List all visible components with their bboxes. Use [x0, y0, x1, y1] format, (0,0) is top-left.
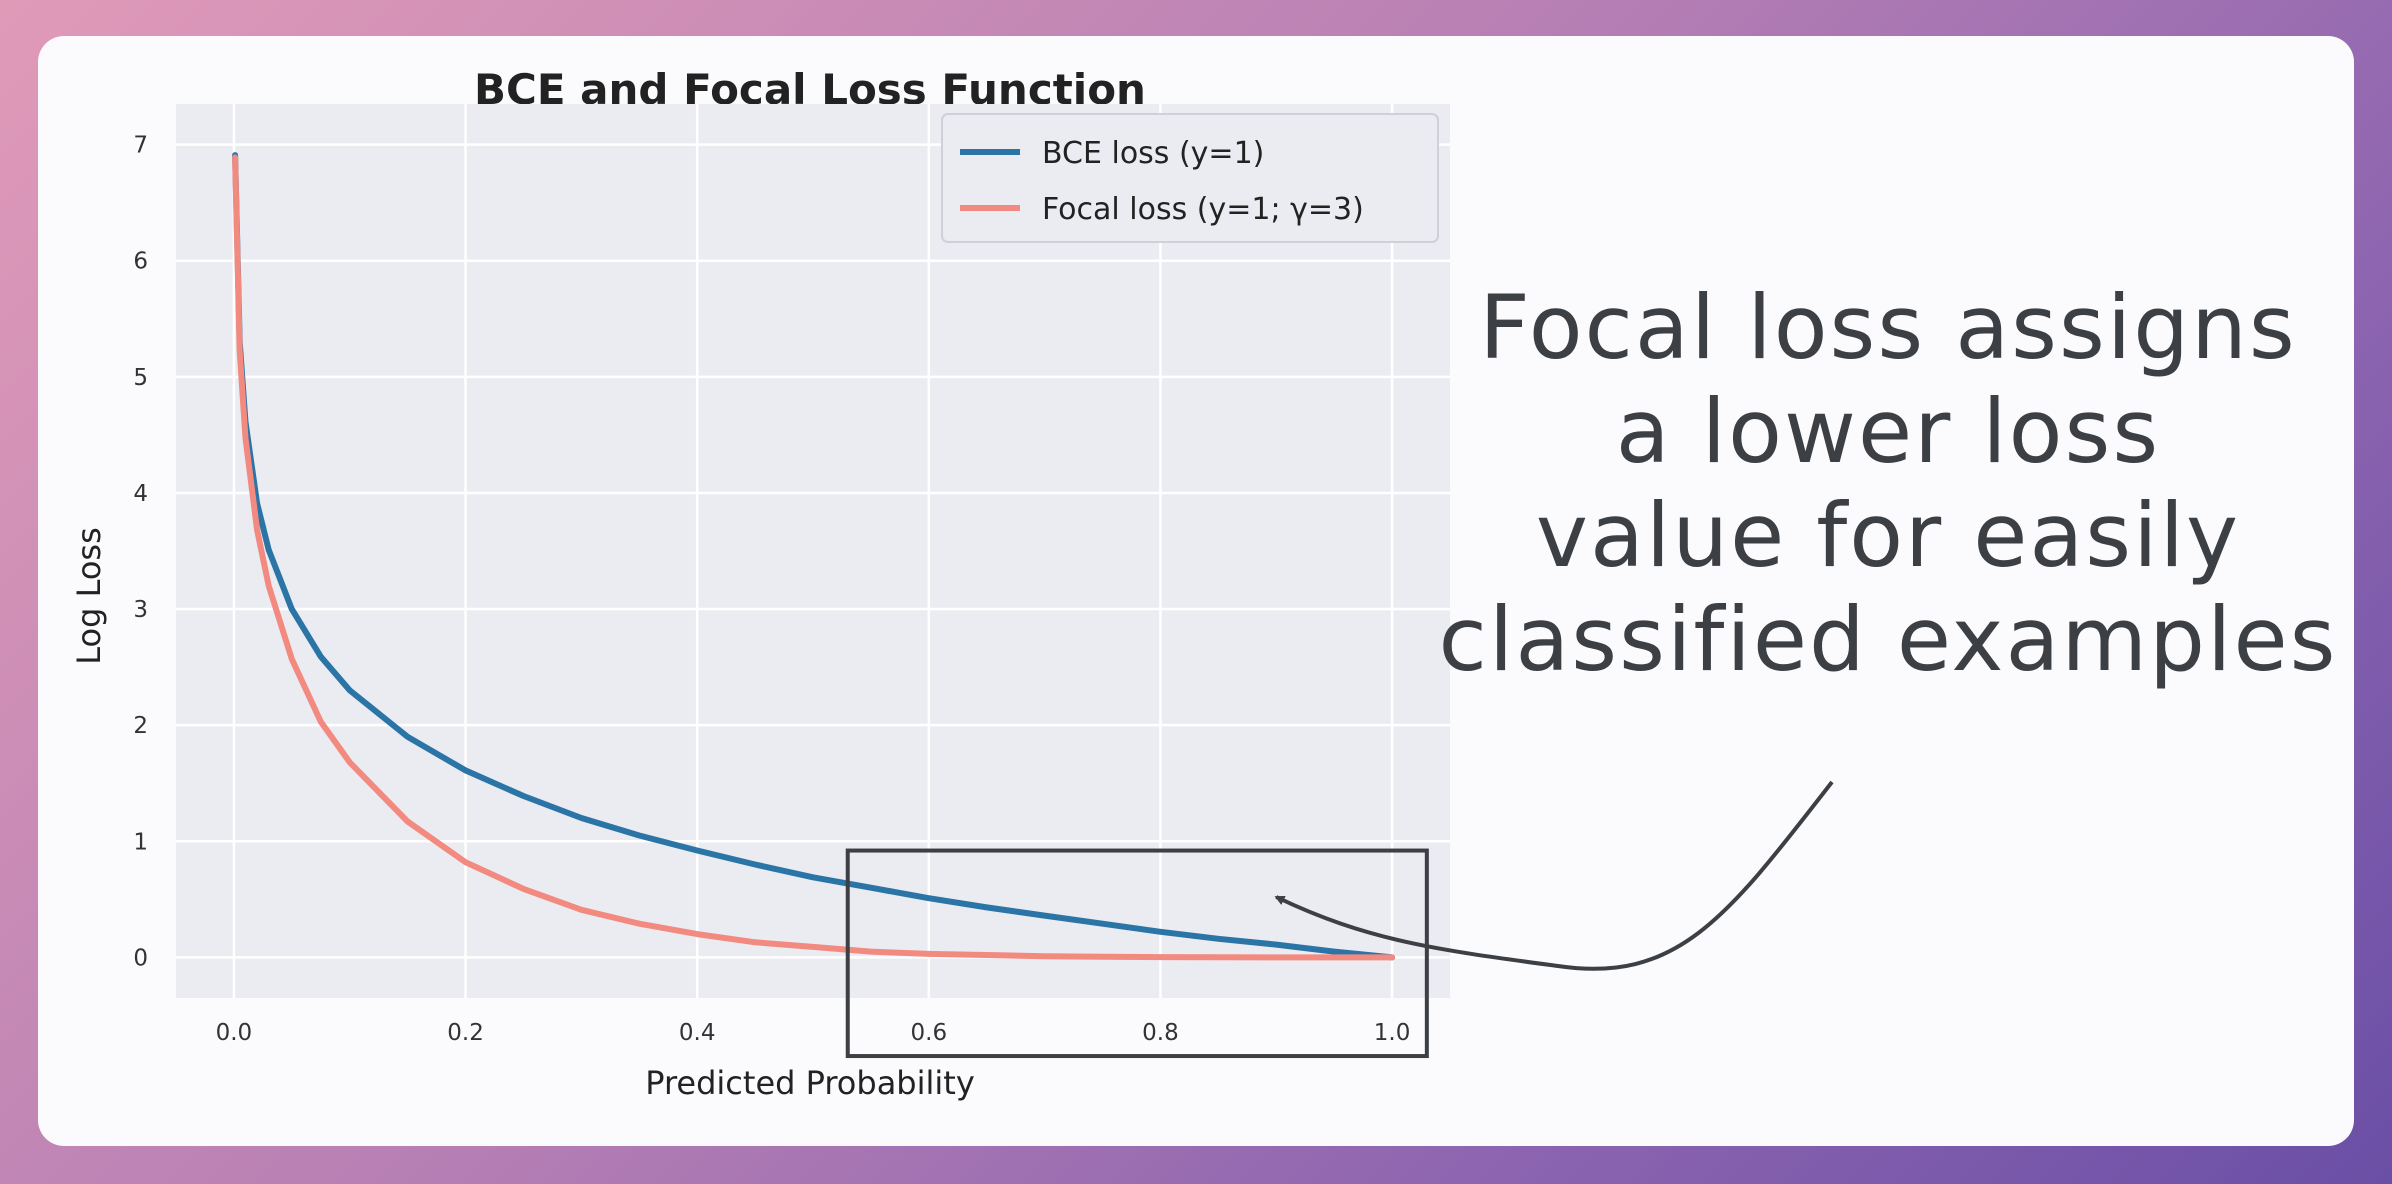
annotation-line-3: value for easily	[1535, 484, 2241, 587]
legend: BCE loss (y=1) Focal loss (y=1; γ=3)	[941, 113, 1439, 243]
annotation-text: Focal loss assigns a lower loss value fo…	[1438, 276, 2338, 692]
annotation-line-1: Focal loss assigns	[1479, 276, 2297, 379]
x-tick-label: 0.4	[679, 1020, 716, 1046]
annotation-line-2: a lower loss	[1615, 380, 2161, 483]
y-tick-label: 1	[133, 829, 148, 855]
loss-chart: BCE and Focal Loss Function 0.0 0.2 0.4 0.6…	[70, 65, 1834, 1102]
x-tick-label: 0.0	[216, 1020, 253, 1046]
highlight-box	[845, 848, 1429, 1059]
x-tick-label: 0.8	[1142, 1020, 1179, 1046]
slide-card: BCE and Focal Loss Function 0.0 0.2 0.4 0.6…	[38, 36, 2354, 1146]
y-tick-label: 4	[133, 481, 148, 507]
y-tick-label: 7	[133, 133, 148, 159]
series-line-focal	[232, 154, 1396, 961]
y-tick-label: 0	[133, 945, 148, 971]
legend-box	[941, 113, 1439, 243]
series-lines	[232, 152, 1396, 961]
y-tick-label: 6	[133, 249, 148, 275]
legend-label: Focal loss (y=1; γ=3)	[1042, 192, 1364, 227]
y-axis-ticks: 0 1 2 3 4 5 6 7	[133, 133, 148, 972]
y-axis-label: Log Loss	[70, 527, 108, 665]
y-tick-label: 5	[133, 365, 148, 391]
x-tick-label: 0.2	[447, 1020, 484, 1046]
annotation-arrow	[1274, 780, 1834, 971]
legend-label: BCE loss (y=1)	[1042, 136, 1264, 171]
annotation-line-4: classified examples	[1438, 588, 2338, 691]
series-line-bce	[232, 152, 1396, 961]
y-tick-label: 2	[133, 713, 148, 739]
y-tick-label: 3	[133, 597, 148, 623]
x-axis-ticks: 0.0 0.2 0.4 0.6 0.8 1.0	[216, 1020, 1411, 1046]
x-tick-label: 1.0	[1374, 1020, 1411, 1046]
x-axis-label: Predicted Probability	[645, 1064, 975, 1102]
x-tick-label: 0.6	[911, 1020, 948, 1046]
